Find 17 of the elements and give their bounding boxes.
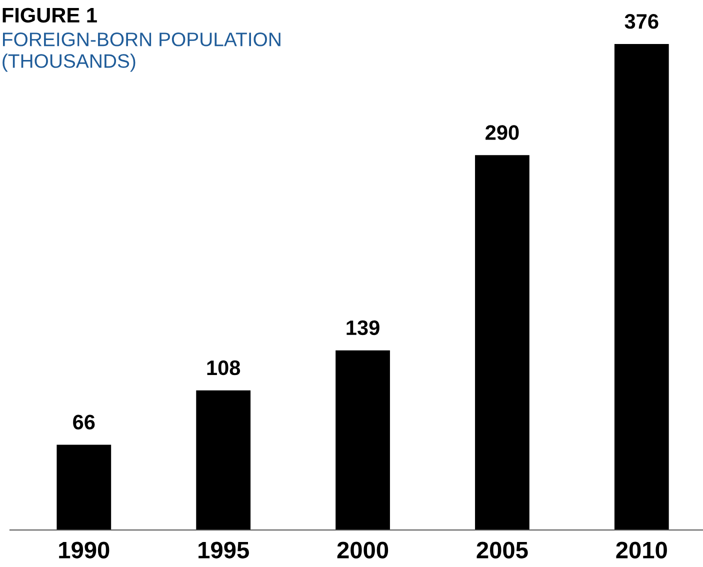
x-tick-label: 2005 <box>476 542 528 558</box>
chart-subtitle: FOREIGN-BORN POPULATION (THOUSANDS) <box>2 32 280 72</box>
data-label: 139 <box>346 320 380 336</box>
x-tick-label: 1990 <box>59 542 110 558</box>
data-label: 290 <box>486 125 519 140</box>
chart-title: FIGURE 1 <box>2 8 97 23</box>
data-label: 66 <box>73 414 95 430</box>
bar <box>56 444 112 530</box>
x-tick-label: 1995 <box>198 542 249 558</box>
x-tick-label: 2000 <box>337 542 388 558</box>
x-tick-label: 2010 <box>616 542 667 558</box>
data-label: 108 <box>207 360 240 376</box>
bar <box>475 155 530 530</box>
bar <box>196 390 251 530</box>
bar <box>614 44 669 530</box>
data-label: 376 <box>624 14 658 29</box>
bar <box>336 350 390 530</box>
